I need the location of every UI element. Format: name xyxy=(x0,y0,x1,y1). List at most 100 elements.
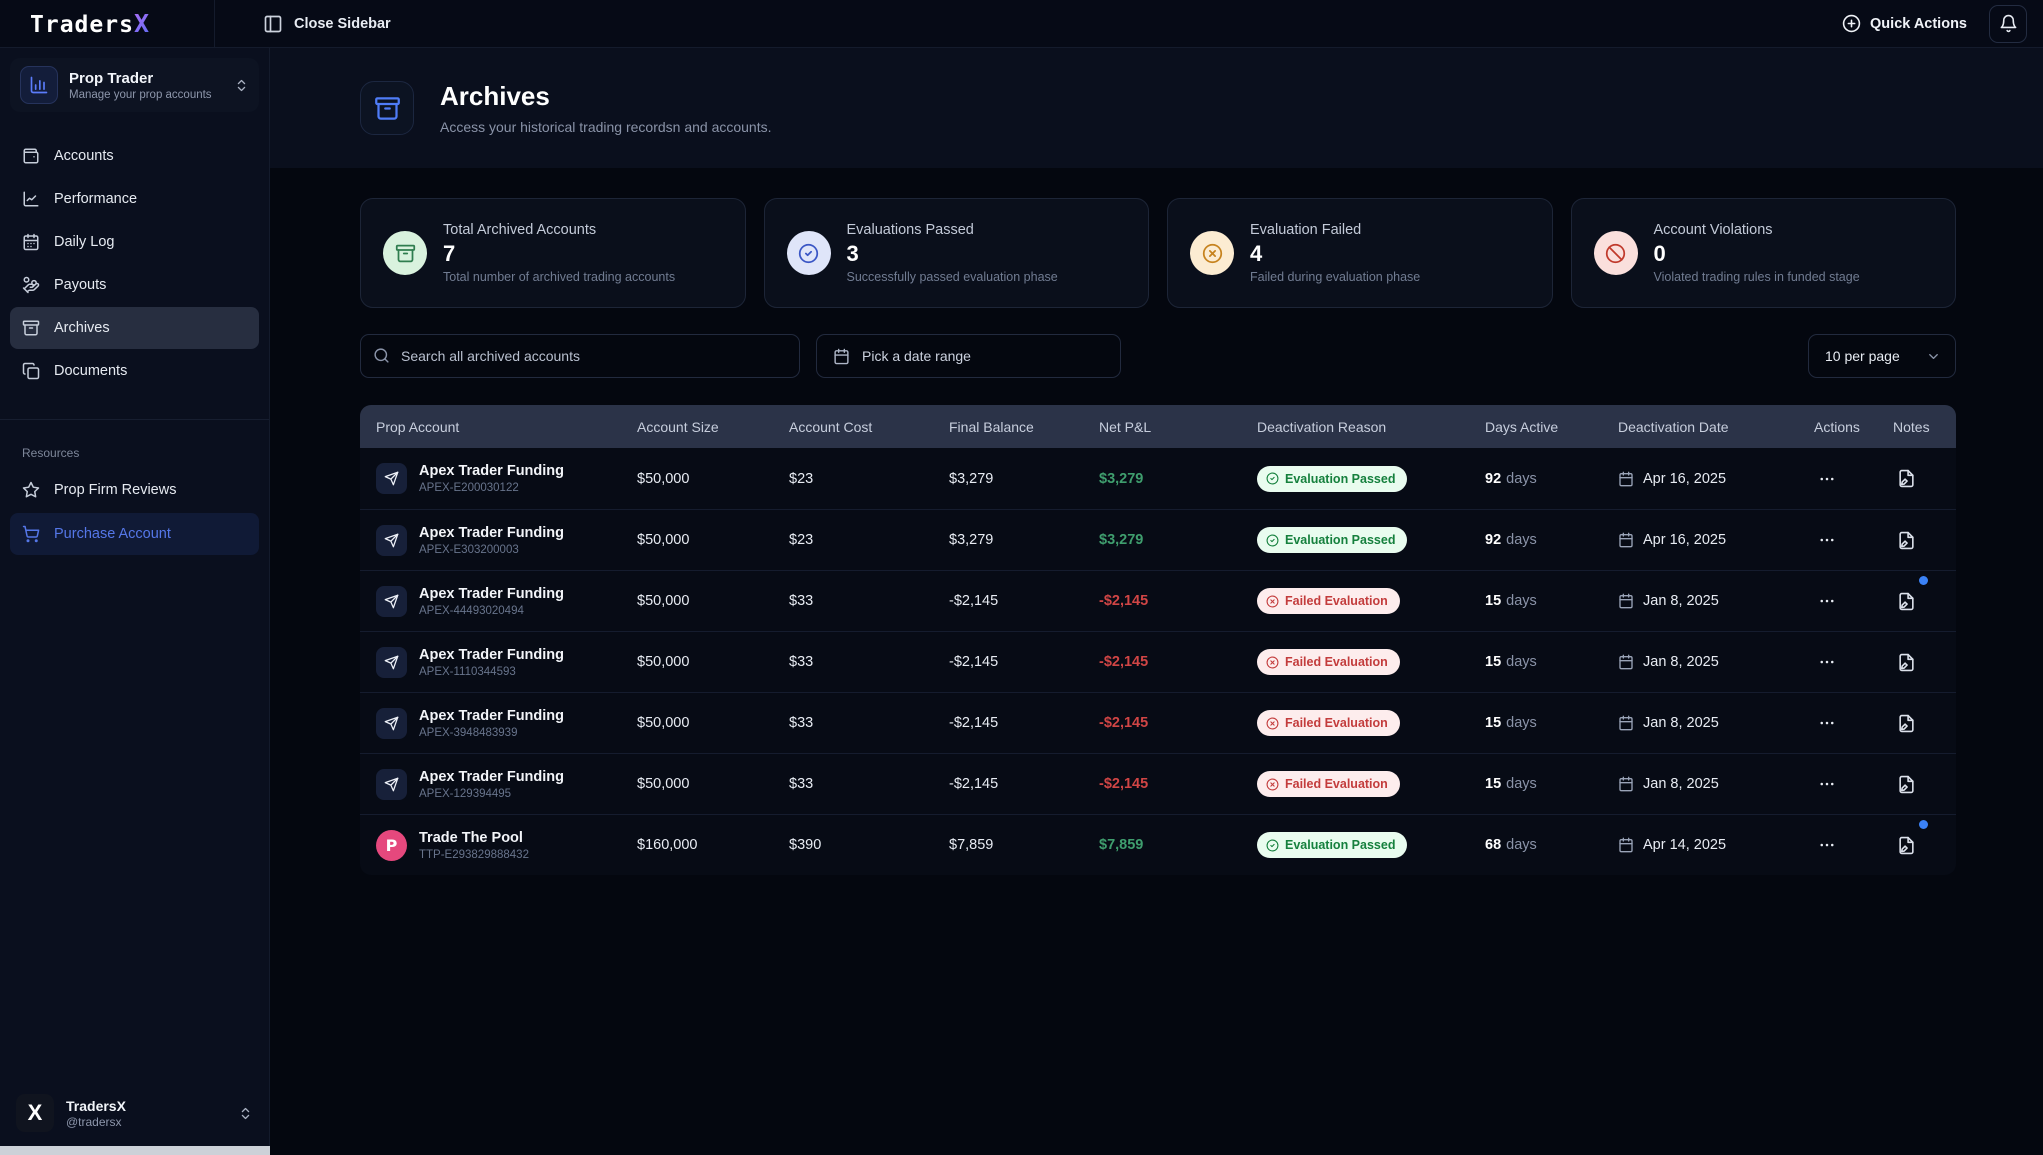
stat-card-account-violations: Account Violations 0 Violated trading ru… xyxy=(1570,198,1956,308)
account-cost: $33 xyxy=(789,593,814,609)
plus-circle-icon xyxy=(1842,14,1861,33)
row-actions-button[interactable] xyxy=(1814,588,1840,614)
logo-x: X xyxy=(133,9,150,38)
stat-description: Total number of archived trading account… xyxy=(443,270,676,284)
topbar: TradersX Close Sidebar Quick Actions xyxy=(0,0,2043,48)
days-active: 92 xyxy=(1485,470,1502,487)
x-circle-icon xyxy=(1266,717,1279,730)
archive-icon xyxy=(22,319,40,337)
check-circle-icon xyxy=(1266,534,1279,547)
ellipsis-icon xyxy=(1818,836,1836,854)
net-pnl: $3,279 xyxy=(1099,532,1144,548)
days-suffix: days xyxy=(1506,470,1537,487)
table-row: P Trade The Pool TTP-E293829888432 $160,… xyxy=(360,814,1956,875)
badge-label: Failed Evaluation xyxy=(1285,777,1388,791)
column-header: Deactivation Date xyxy=(1618,418,1729,435)
workspace-switcher[interactable]: Prop Trader Manage your prop accounts xyxy=(10,58,259,112)
deactivation-badge: Failed Evaluation xyxy=(1257,771,1400,797)
days-active: 68 xyxy=(1485,837,1502,853)
final-balance: $3,279 xyxy=(949,532,994,548)
deactivation-badge: Evaluation Passed xyxy=(1257,465,1408,492)
deactivation-date: Jan 8, 2025 xyxy=(1643,654,1719,670)
row-actions-button[interactable] xyxy=(1814,527,1840,553)
sidebar-item-documents[interactable]: Documents xyxy=(10,350,259,392)
final-balance: -$2,145 xyxy=(949,654,999,670)
sidebar-item-payouts[interactable]: Payouts xyxy=(10,264,259,306)
firm-name: Apex Trader Funding xyxy=(419,646,565,663)
sidebar-item-label: Payouts xyxy=(54,277,107,293)
ellipsis-icon xyxy=(1818,653,1836,671)
account-size: $50,000 xyxy=(637,470,690,487)
row-notes-button[interactable] xyxy=(1893,819,1928,859)
documents-icon xyxy=(22,362,40,380)
logo: TradersX xyxy=(0,0,215,47)
per-page-select[interactable]: 10 per page xyxy=(1808,334,1956,378)
days-active: 15 xyxy=(1485,593,1502,609)
row-actions-button[interactable] xyxy=(1814,649,1840,675)
chevrons-up-down-icon xyxy=(234,78,249,93)
chevron-down-icon xyxy=(1926,349,1941,364)
stat-value: 7 xyxy=(443,241,456,266)
star-icon xyxy=(22,481,40,499)
file-pen-icon xyxy=(1897,653,1916,672)
note-unread-dot xyxy=(1919,819,1928,829)
firm-name: Apex Trader Funding xyxy=(419,585,565,602)
sidebar-scrollbar[interactable] xyxy=(0,1146,270,1155)
close-sidebar-button[interactable]: Close Sidebar xyxy=(263,14,391,34)
sidebar-item-accounts[interactable]: Accounts xyxy=(10,135,259,177)
wallet-icon xyxy=(22,147,40,165)
apex-avatar xyxy=(376,646,407,678)
days-suffix: days xyxy=(1506,715,1537,731)
final-balance: -$2,145 xyxy=(949,593,999,609)
account-size: $50,000 xyxy=(637,532,690,548)
deactivation-badge: Failed Evaluation xyxy=(1257,588,1400,614)
stat-description: Failed during evaluation phase xyxy=(1250,270,1421,284)
x-circle-icon xyxy=(1266,778,1279,791)
row-notes-button[interactable] xyxy=(1893,527,1920,554)
badge-label: Evaluation Passed xyxy=(1285,838,1396,852)
account-cost: $390 xyxy=(789,837,822,853)
row-notes-button[interactable] xyxy=(1893,771,1920,798)
deactivation-date: Jan 8, 2025 xyxy=(1643,593,1719,609)
row-notes-button[interactable] xyxy=(1893,710,1920,737)
row-actions-button[interactable] xyxy=(1814,832,1840,858)
row-notes-button[interactable] xyxy=(1893,465,1920,492)
workspace-description: Manage your prop accounts xyxy=(69,88,212,101)
sidebar-item-purchase-account[interactable]: Purchase Account xyxy=(10,513,259,555)
search-input[interactable] xyxy=(360,334,800,378)
row-notes-button[interactable] xyxy=(1893,649,1920,676)
firm-name: Apex Trader Funding xyxy=(419,524,565,541)
calendar-icon xyxy=(1618,654,1634,670)
days-active: 15 xyxy=(1485,776,1502,792)
sidebar-item-prop-firm-reviews[interactable]: Prop Firm Reviews xyxy=(10,469,259,511)
chart-line-icon xyxy=(22,190,40,208)
row-notes-button[interactable] xyxy=(1893,575,1928,615)
quick-actions-button[interactable]: Quick Actions xyxy=(1842,14,1967,33)
date-range-picker[interactable]: Pick a date range xyxy=(816,334,1121,378)
net-pnl: $3,279 xyxy=(1099,470,1144,487)
deactivation-date: Apr 16, 2025 xyxy=(1643,532,1727,548)
sidebar-item-performance[interactable]: Performance xyxy=(10,178,259,220)
row-actions-button[interactable] xyxy=(1814,466,1840,492)
sidebar-item-daily-log[interactable]: Daily Log xyxy=(10,221,259,263)
calendar-icon xyxy=(22,233,40,251)
column-header: Notes xyxy=(1893,418,1930,435)
user-menu[interactable]: X TradersX @tradersx xyxy=(0,1082,269,1146)
table-row: P Apex Trader Funding APEX-1110344593 $5… xyxy=(360,631,1956,692)
account-id: APEX-129394495 xyxy=(419,787,512,800)
ttp-avatar: P xyxy=(376,829,407,861)
row-actions-button[interactable] xyxy=(1814,771,1840,797)
notifications-button[interactable] xyxy=(1989,4,2027,43)
stat-label: Evaluations Passed xyxy=(846,222,974,238)
net-pnl: -$2,145 xyxy=(1099,715,1149,731)
quick-actions-label: Quick Actions xyxy=(1870,15,1967,32)
sidebar-item-archives[interactable]: Archives xyxy=(10,307,259,349)
resources-section-label: Resources xyxy=(22,446,80,460)
net-pnl: $7,859 xyxy=(1099,837,1144,853)
row-actions-button[interactable] xyxy=(1814,710,1840,736)
apex-avatar xyxy=(376,768,407,800)
file-pen-icon xyxy=(1897,714,1916,733)
filters-row: Pick a date range 10 per page xyxy=(360,334,1956,378)
deactivation-date: Apr 16, 2025 xyxy=(1643,470,1727,487)
